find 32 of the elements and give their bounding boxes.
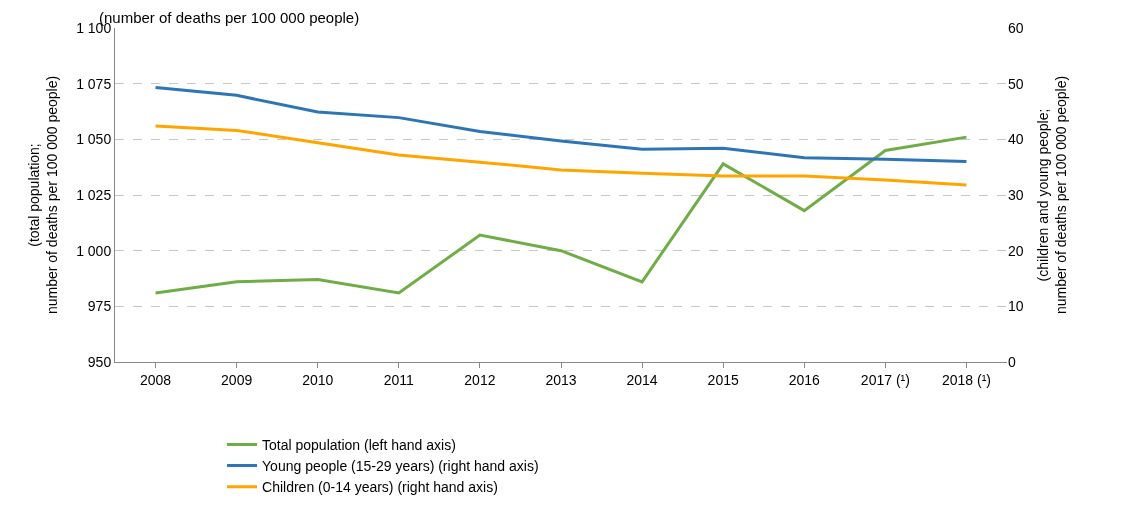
- x-tick-label: 2013: [545, 371, 577, 388]
- x-tick-label: 2010: [302, 371, 334, 388]
- y-tick-label: 1 075: [76, 75, 112, 92]
- y-axis-title: (total population; number of deaths per 100 000 people): [25, 75, 60, 315]
- x-tick-label: 2017 (¹): [860, 371, 910, 388]
- x-tick-label: 2015: [707, 371, 739, 388]
- y2-axis-title: (children and young people; number of deaths per 100 000 people): [1035, 75, 1070, 315]
- legend-label: Total population (left hand axis): [262, 436, 456, 453]
- legend-label: Children (0-14 years) (right hand axis): [262, 479, 498, 496]
- line-series: [154, 124, 968, 187]
- y-tick-label: 1 025: [76, 186, 112, 203]
- legend-label: Young people (15-29 years) (right hand axis): [262, 458, 539, 475]
- y2-tick-label: 0: [1008, 353, 1016, 370]
- y-tick-label: 1 050: [76, 131, 112, 148]
- line-series: [154, 135, 968, 295]
- y2-tick-label: 50: [1008, 75, 1024, 92]
- y2-tick-label: 20: [1008, 242, 1024, 259]
- x-tick-label: 2018 (¹): [941, 371, 991, 388]
- line-series: [154, 86, 968, 164]
- x-tick-label: 2014: [626, 371, 658, 388]
- x-tick-label: 2016: [788, 371, 821, 388]
- y2-tick-label: 60: [1008, 19, 1024, 36]
- x-tick-label: 2009: [221, 371, 253, 388]
- y2-tick-label: 30: [1008, 186, 1024, 203]
- y-tick-label: 975: [87, 298, 112, 315]
- y2-tick-label: 40: [1008, 131, 1024, 148]
- x-tick-label: 2011: [383, 371, 415, 388]
- x-tick-label: 2008: [139, 371, 172, 388]
- y2-tick-label: 10: [1008, 298, 1024, 315]
- y-tick-label: 1 000: [76, 242, 112, 259]
- x-tick-label: 2012: [464, 371, 496, 388]
- y-tick-label: 950: [87, 353, 112, 370]
